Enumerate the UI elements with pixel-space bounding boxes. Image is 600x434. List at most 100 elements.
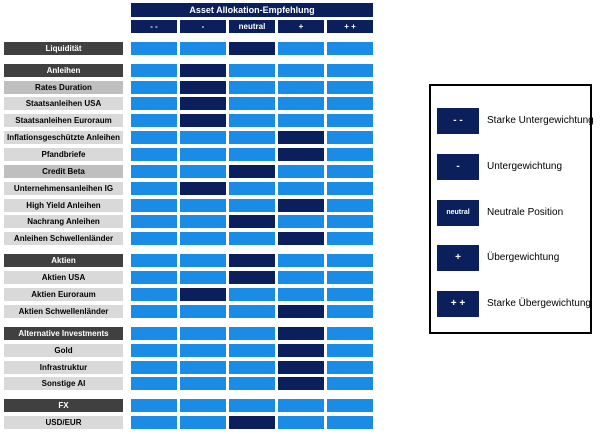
- allocation-cell-selected: [229, 254, 275, 267]
- allocation-cell: [327, 199, 373, 212]
- allocation-cell: [229, 288, 275, 301]
- allocation-cell: [278, 399, 324, 412]
- allocation-cell: [131, 215, 177, 228]
- allocation-cell-selected: [278, 344, 324, 357]
- row-label: High Yield Anleihen: [4, 199, 123, 212]
- allocation-cell-selected: [180, 114, 226, 127]
- row-label: Nachrang Anleihen: [4, 215, 123, 228]
- allocation-cell: [327, 81, 373, 94]
- allocation-cell: [278, 64, 324, 77]
- allocation-cell-selected: [229, 215, 275, 228]
- row-label: Aktien Euroraum: [4, 288, 123, 301]
- row-label: Rates Duration: [4, 81, 123, 94]
- allocation-cell: [131, 305, 177, 318]
- allocation-cell: [131, 327, 177, 340]
- allocation-cell: [180, 232, 226, 245]
- allocation-cell: [229, 399, 275, 412]
- allocation-cell: [327, 114, 373, 127]
- allocation-cell-selected: [278, 232, 324, 245]
- row-label: Credit Beta: [4, 165, 123, 178]
- allocation-cell: [278, 42, 324, 55]
- allocation-cell-selected: [278, 361, 324, 374]
- allocation-cell-selected: [278, 305, 324, 318]
- legend-text-under: Untergewichtung: [487, 161, 563, 172]
- allocation-cell: [180, 215, 226, 228]
- allocation-cell: [229, 148, 275, 161]
- allocation-cell: [131, 81, 177, 94]
- allocation-cell: [131, 399, 177, 412]
- allocation-cell: [327, 254, 373, 267]
- allocation-cell: [327, 131, 373, 144]
- allocation-cell: [131, 377, 177, 390]
- allocation-cell: [229, 199, 275, 212]
- allocation-cell-selected: [229, 271, 275, 284]
- allocation-cell: [180, 254, 226, 267]
- allocation-cell-selected: [278, 377, 324, 390]
- allocation-cell: [131, 232, 177, 245]
- allocation-cell: [229, 97, 275, 110]
- allocation-cell-selected: [180, 97, 226, 110]
- legend-text-strong-over: Starke Übergewichtung: [487, 298, 591, 309]
- row-label: Aktien Schwellenländer: [4, 305, 123, 318]
- row-label: Staatsanleihen Euroraum: [4, 114, 123, 127]
- allocation-cell-selected: [180, 182, 226, 195]
- allocation-cell: [327, 271, 373, 284]
- allocation-cell: [327, 64, 373, 77]
- allocation-cell: [327, 165, 373, 178]
- allocation-cell: [131, 42, 177, 55]
- allocation-cell: [180, 199, 226, 212]
- allocation-cell: [229, 114, 275, 127]
- allocation-cell: [131, 148, 177, 161]
- allocation-cell: [278, 97, 324, 110]
- column-header-strong-over: + +: [327, 20, 373, 33]
- allocation-cell: [229, 81, 275, 94]
- allocation-cell-selected: [180, 81, 226, 94]
- allocation-cell: [278, 182, 324, 195]
- allocation-cell-selected: [278, 148, 324, 161]
- row-label: Sonstige AI: [4, 377, 123, 390]
- allocation-cell: [229, 344, 275, 357]
- allocation-cell: [180, 148, 226, 161]
- row-label: Inflationsgeschützte Anleihen: [4, 131, 123, 144]
- allocation-cell: [131, 97, 177, 110]
- allocation-cell: [131, 344, 177, 357]
- row-label: FX: [4, 399, 123, 412]
- allocation-cell: [180, 305, 226, 318]
- allocation-cell: [278, 165, 324, 178]
- allocation-cell: [131, 361, 177, 374]
- allocation-cell: [327, 288, 373, 301]
- allocation-cell: [180, 344, 226, 357]
- allocation-cell: [180, 361, 226, 374]
- allocation-cell: [278, 114, 324, 127]
- allocation-cell-selected: [229, 416, 275, 429]
- allocation-cell-selected: [180, 288, 226, 301]
- allocation-cell: [229, 305, 275, 318]
- legend-symbol-under: -: [437, 154, 479, 180]
- allocation-cell: [131, 114, 177, 127]
- allocation-cell: [327, 305, 373, 318]
- legend-symbol-over: +: [437, 245, 479, 271]
- allocation-cell: [278, 416, 324, 429]
- allocation-cell: [180, 131, 226, 144]
- legend-text-strong-under: Starke Untergewichtung: [487, 115, 594, 126]
- allocation-cell: [229, 327, 275, 340]
- allocation-cell-selected: [229, 165, 275, 178]
- allocation-cell: [229, 131, 275, 144]
- allocation-cell-selected: [180, 64, 226, 77]
- allocation-cell: [278, 271, 324, 284]
- allocation-cell: [131, 254, 177, 267]
- allocation-cell: [278, 81, 324, 94]
- row-label: Anleihen: [4, 64, 123, 77]
- allocation-cell: [278, 215, 324, 228]
- row-label: Aktien: [4, 254, 123, 267]
- allocation-cell: [327, 327, 373, 340]
- allocation-cell: [327, 215, 373, 228]
- allocation-cell: [327, 344, 373, 357]
- allocation-cell: [180, 399, 226, 412]
- allocation-cell: [131, 165, 177, 178]
- allocation-cell: [229, 361, 275, 374]
- row-label: Infrastruktur: [4, 361, 123, 374]
- allocation-cell: [131, 271, 177, 284]
- row-label: Gold: [4, 344, 123, 357]
- allocation-cell: [327, 42, 373, 55]
